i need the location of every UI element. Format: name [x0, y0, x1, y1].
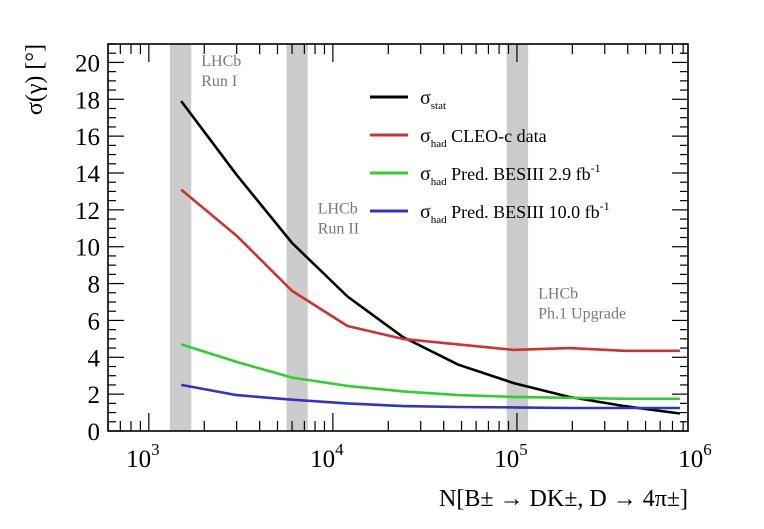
x-tick-label: 106: [678, 440, 712, 473]
legend-subscript: had: [431, 176, 447, 188]
x-tick-base: 10: [310, 446, 335, 473]
y-tick-label: 20: [75, 50, 100, 77]
series-line-stat: [180, 100, 681, 415]
band-label-line: Run I: [201, 73, 237, 90]
x-tick-label: 105: [494, 440, 528, 473]
legend-label-stat: σstat: [420, 87, 446, 112]
lhcb-band-2: [286, 44, 308, 431]
legend-text: Pred. BESIII 10.0 fb: [447, 202, 600, 222]
x-tick-base: 10: [126, 446, 151, 473]
band-label-line: Ph.1 Upgrade: [538, 305, 626, 322]
legend-subscript: had: [431, 138, 447, 150]
legend-label-had-besiii-2.9: σhad Pred. BESIII 2.9 fb-1: [420, 161, 601, 188]
legend-label-had-besiii-10.0: σhad Pred. BESIII 10.0 fb-1: [420, 199, 610, 226]
x-tick-exponent: 5: [519, 440, 528, 459]
y-tick-label: 12: [75, 198, 100, 225]
y-tick-label: 6: [88, 308, 101, 335]
plot-frame: [107, 43, 689, 432]
legend-symbol: σ: [420, 201, 431, 223]
y-tick-label: 18: [75, 87, 100, 114]
legend-subscript: stat: [431, 100, 446, 112]
x-tick-base: 10: [678, 446, 703, 473]
legend-symbol: σ: [420, 163, 431, 185]
legend-text: CLEO-c data: [447, 126, 547, 146]
x-tick-exponent: 6: [703, 440, 712, 459]
legend-symbol: σ: [420, 87, 431, 109]
lhcb-band-3: [506, 44, 529, 431]
y-tick-label: 16: [75, 124, 100, 151]
series-line-had-besiii-2.9: [180, 343, 680, 401]
y-tick-label: 2: [88, 382, 101, 409]
y-tick-label: 10: [75, 235, 100, 262]
band-label-line: LHCb: [318, 201, 358, 218]
legend-label-had-cleo: σhad CLEO-c data: [420, 125, 547, 150]
y-tick-label: 14: [75, 161, 101, 188]
band-label-3: LHCb Ph.1 Upgrade: [538, 285, 626, 322]
y-axis-title: σ(γ) [°]: [22, 44, 48, 115]
band-label-line: LHCb: [201, 53, 241, 70]
x-tick-label: 104: [310, 440, 344, 473]
series-line-had-cleo: [180, 188, 680, 353]
band-label-line: LHCb: [538, 285, 578, 302]
x-axis-title: N[B± → DK±, D → 4π±]: [439, 486, 688, 512]
x-tick-exponent: 4: [335, 440, 344, 459]
x-tick-base: 10: [494, 446, 519, 473]
band-label-1: LHCb Run I: [201, 53, 241, 90]
y-tick-label: 0: [88, 419, 101, 446]
band-label-line: Run II: [318, 221, 359, 238]
band-label-2: LHCb Run II: [318, 201, 359, 238]
legend-superscript: -1: [600, 199, 610, 213]
legend-superscript: -1: [591, 161, 601, 175]
x-tick-exponent: 3: [151, 440, 160, 459]
series-line-had-besiii-10.0: [180, 383, 680, 410]
legend-subscript: had: [431, 214, 447, 226]
legend-symbol: σ: [420, 125, 431, 147]
y-tick-label: 8: [88, 272, 101, 299]
y-tick-label: 4: [88, 345, 101, 372]
x-tick-label: 103: [126, 440, 160, 473]
lhcb-band-1: [169, 44, 192, 431]
legend-text: Pred. BESIII 2.9 fb: [447, 164, 591, 184]
